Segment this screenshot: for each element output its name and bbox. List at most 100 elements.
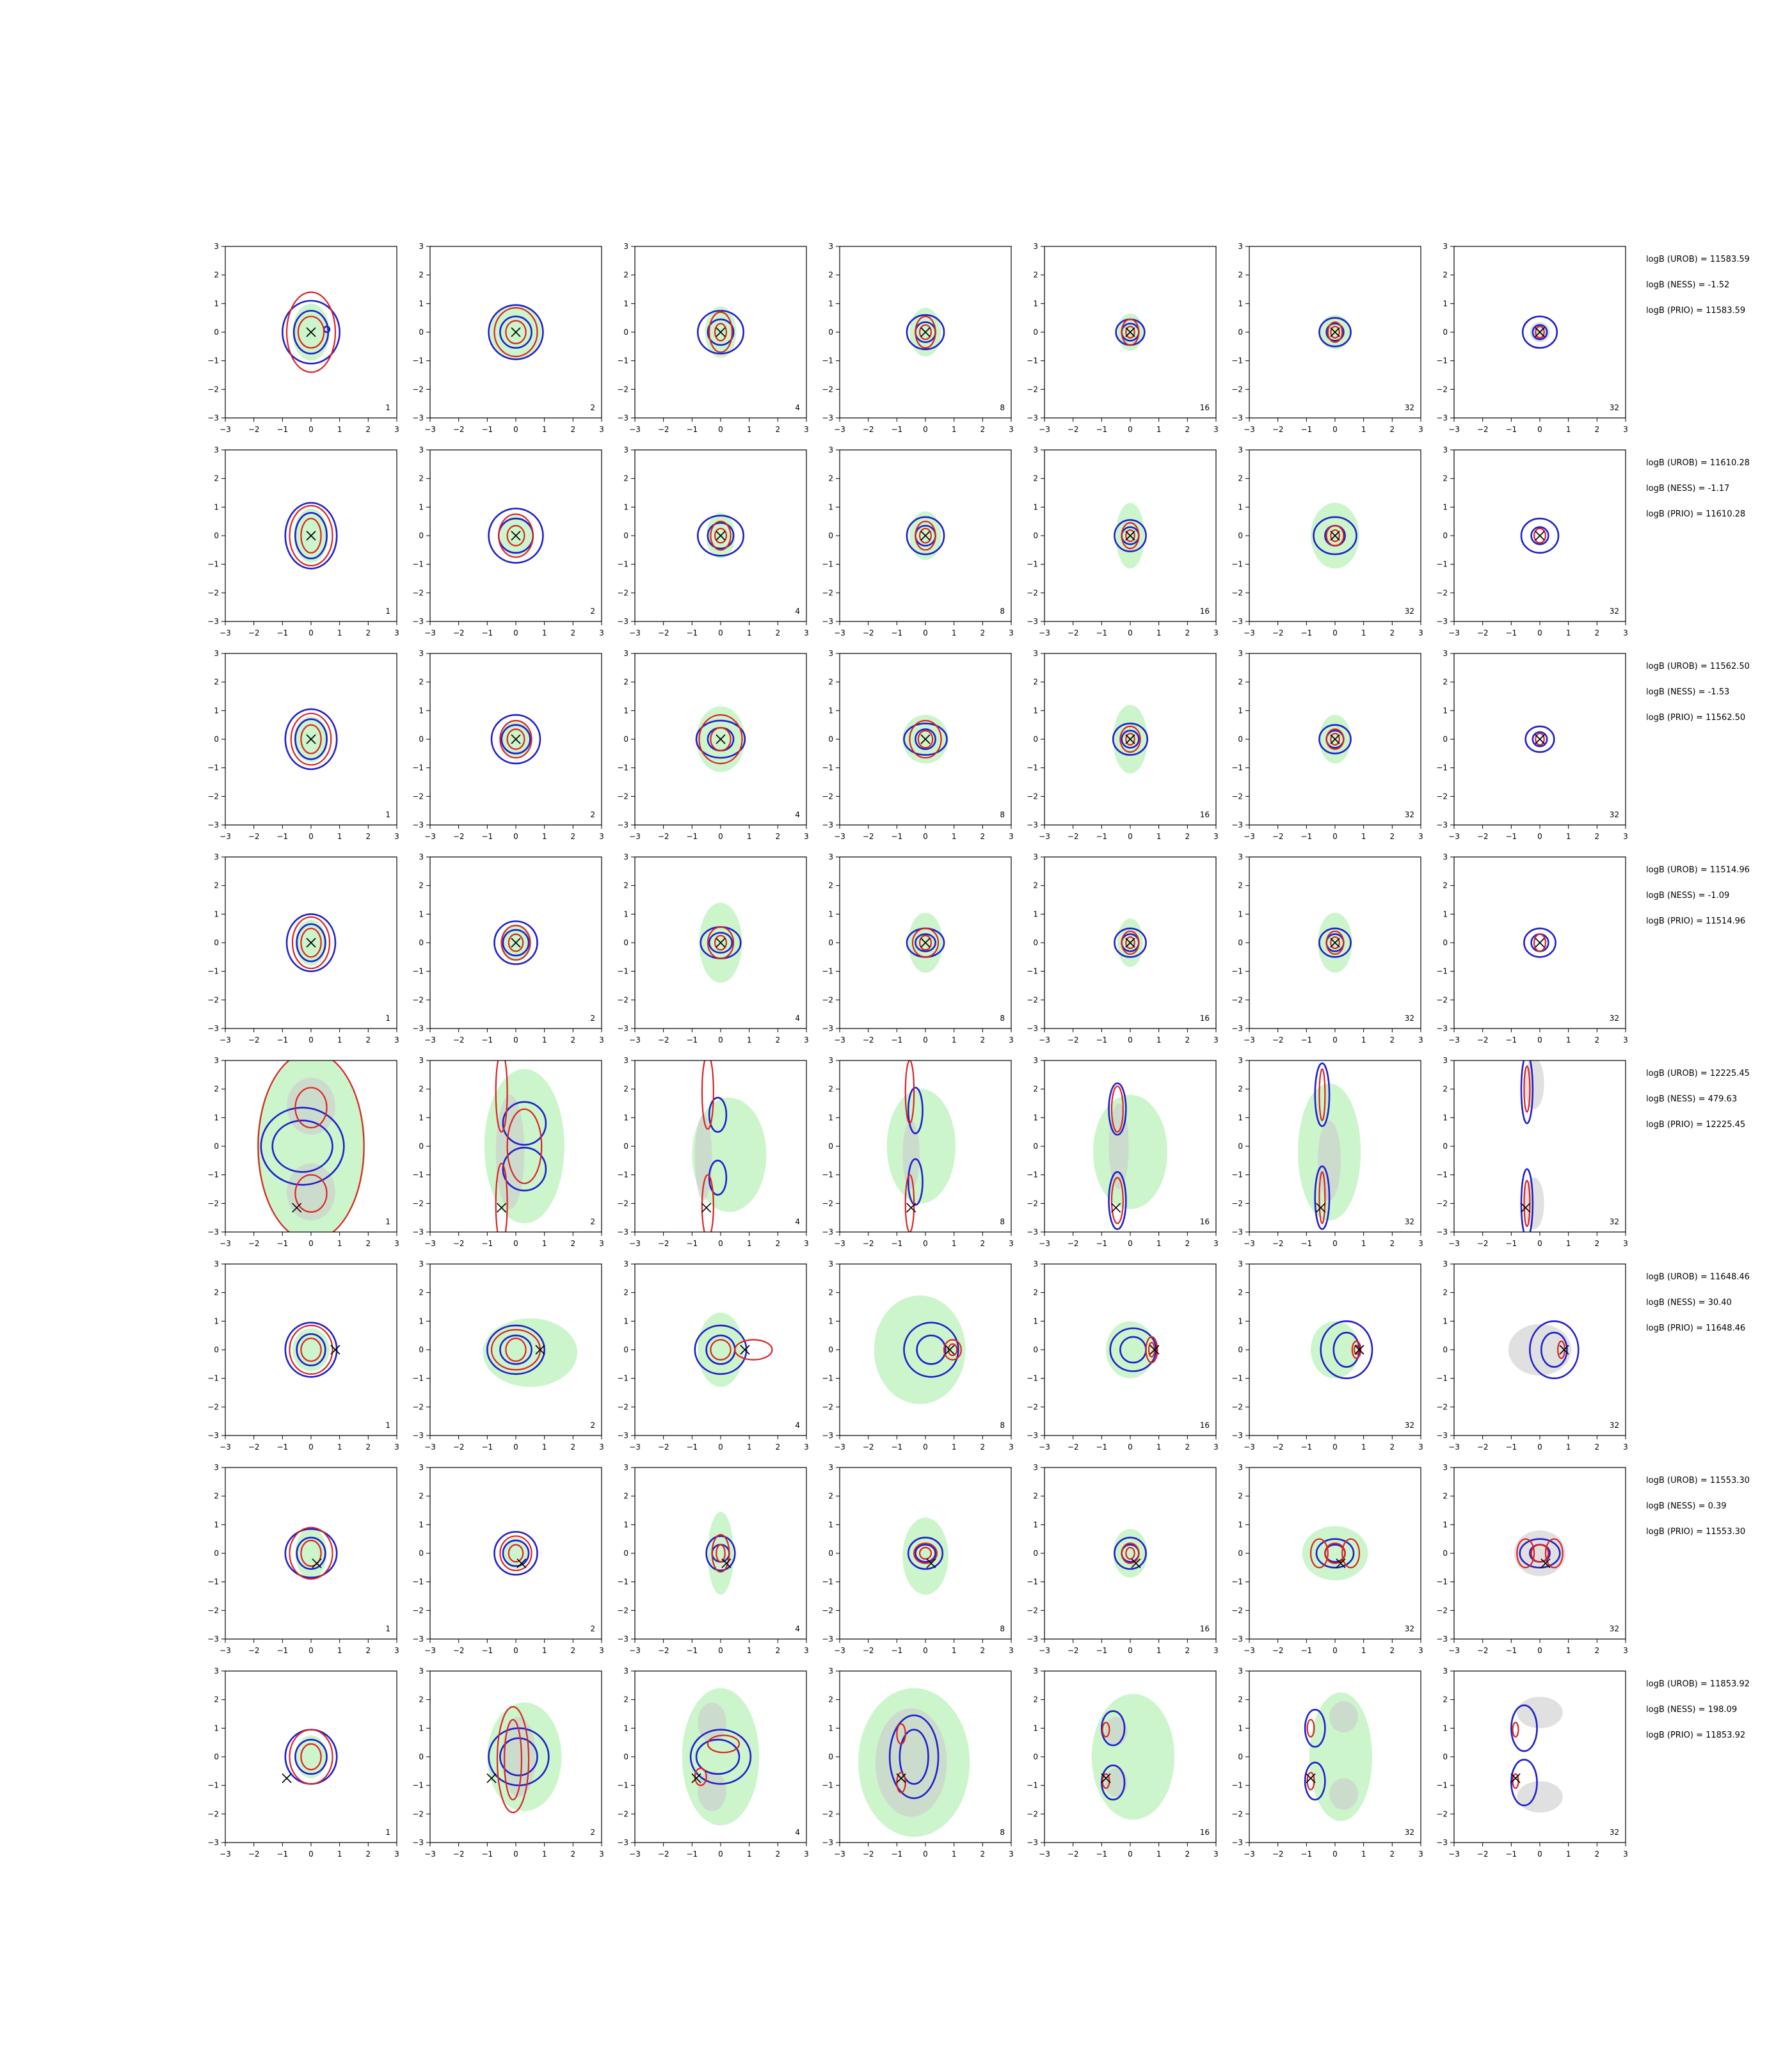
true-value-marker bbox=[282, 1773, 292, 1784]
y-tick-label: 0 bbox=[1238, 1549, 1243, 1558]
y-tick-label: 2 bbox=[419, 474, 424, 483]
y-tick-label: 3 bbox=[419, 1667, 424, 1676]
y-tick-label: 0 bbox=[828, 531, 833, 540]
y-tick-label: −1 bbox=[207, 1578, 219, 1587]
subplot: −3−3 −2 −2 −1 −1 0 0 1 1 2 2 3 3 1 bbox=[207, 1056, 399, 1248]
blue-contour bbox=[1524, 725, 1555, 753]
prior-gray-region bbox=[698, 1771, 726, 1811]
y-tick-label: 3 bbox=[1443, 1667, 1448, 1676]
x-tick-label: 0 bbox=[1128, 425, 1133, 434]
blue-contour bbox=[907, 1087, 924, 1135]
y-tick-label: −2 bbox=[1027, 792, 1038, 801]
x-tick-label: 3 bbox=[804, 1850, 809, 1859]
x-tick-label: 2 bbox=[1595, 1239, 1600, 1248]
y-tick-label: 0 bbox=[1238, 328, 1243, 337]
x-tick-label: −3 bbox=[1244, 1239, 1255, 1248]
y-tick-label: 0 bbox=[828, 1345, 833, 1354]
x-tick-label: 0 bbox=[1128, 1646, 1133, 1655]
x-tick-label: 1 bbox=[1566, 832, 1571, 841]
red-contour bbox=[1533, 933, 1547, 952]
blue-contour bbox=[915, 1544, 936, 1563]
x-tick-label: 2 bbox=[776, 1850, 781, 1859]
y-tick-label: 1 bbox=[828, 1724, 833, 1732]
blue-contour bbox=[907, 1537, 944, 1570]
x-tick-label: −2 bbox=[863, 1239, 874, 1248]
y-tick-label: −1 bbox=[1027, 1374, 1038, 1383]
x-tick-label: −2 bbox=[1068, 832, 1079, 841]
subplot: −3−3 −2 −2 −1 −1 0 0 1 1 2 2 3 3 1 bbox=[207, 1463, 399, 1655]
x-tick-label: −2 bbox=[1477, 1443, 1489, 1452]
x-tick-label: 0 bbox=[1332, 1239, 1338, 1248]
y-tick-label: 0 bbox=[1033, 1549, 1038, 1558]
plot-area bbox=[257, 1060, 365, 1232]
subplot: −3−3 −2 −2 −1 −1 0 0 1 1 2 2 3 3 8 bbox=[822, 1260, 1014, 1452]
subplot: −3−3 −2 −2 −1 −1 0 0 1 1 2 2 3 3 4 bbox=[617, 649, 809, 841]
y-tick-label: 0 bbox=[1033, 531, 1038, 540]
y-tick-label: 0 bbox=[1238, 1345, 1243, 1354]
x-tick-label: −2 bbox=[863, 425, 874, 434]
y-tick-label: 0 bbox=[419, 1142, 424, 1151]
logb-stat: logB (PRIO) = 11514.96 bbox=[1646, 916, 1745, 926]
x-tick-label: 3 bbox=[1009, 1443, 1014, 1452]
red-contour bbox=[1325, 931, 1345, 955]
y-tick-label: 2 bbox=[1033, 1288, 1038, 1297]
x-tick-label: 3 bbox=[804, 1239, 809, 1248]
x-tick-label: −2 bbox=[248, 1850, 260, 1859]
subplot: −3−3 −2 −2 −1 −1 0 0 1 1 2 2 3 3 2 bbox=[412, 1463, 604, 1655]
y-tick-label: 3 bbox=[1033, 1463, 1038, 1472]
x-tick-label: 1 bbox=[337, 628, 342, 637]
plot-area bbox=[284, 1526, 338, 1580]
logb-stat: logB (NESS) = -1.09 bbox=[1646, 891, 1729, 900]
plot-area bbox=[1092, 1082, 1168, 1230]
y-tick-label: −1 bbox=[1027, 764, 1038, 772]
y-tick-label: −1 bbox=[1231, 1171, 1243, 1180]
panel-label: 4 bbox=[795, 1624, 800, 1633]
red-contour bbox=[505, 1338, 527, 1362]
x-tick-label: 1 bbox=[1566, 1443, 1571, 1452]
x-tick-label: 0 bbox=[923, 425, 928, 434]
y-tick-label: 0 bbox=[1238, 531, 1243, 540]
red-contour bbox=[701, 1060, 714, 1130]
x-tick-label: −3 bbox=[1244, 1850, 1255, 1859]
y-tick-label: −3 bbox=[1231, 1024, 1243, 1033]
x-tick-label: −3 bbox=[1039, 1850, 1050, 1859]
plot-area bbox=[1520, 517, 1560, 554]
y-tick-label: −1 bbox=[1231, 967, 1243, 976]
plot-row: −3−3−2−2−1−1001122331−3−3−2−2−1−10011223… bbox=[207, 649, 1750, 841]
x-tick-label: −2 bbox=[248, 832, 260, 841]
red-contour bbox=[297, 316, 325, 349]
x-tick-label: −3 bbox=[220, 1646, 231, 1655]
y-tick-label: −2 bbox=[1436, 1809, 1448, 1818]
x-tick-label: −1 bbox=[481, 832, 493, 841]
y-tick-label: −2 bbox=[1231, 1606, 1243, 1615]
panel-label: 16 bbox=[1200, 1014, 1210, 1023]
x-tick-label: 1 bbox=[747, 628, 752, 637]
plot-area bbox=[858, 1688, 970, 1837]
y-tick-label: 2 bbox=[214, 1492, 219, 1501]
x-tick-label: 2 bbox=[366, 425, 371, 434]
y-tick-label: −3 bbox=[412, 1635, 424, 1644]
x-tick-label: −2 bbox=[248, 1443, 260, 1452]
x-tick-label: 0 bbox=[1128, 1443, 1133, 1452]
blue-contour bbox=[906, 314, 945, 351]
x-tick-label: 3 bbox=[394, 1443, 399, 1452]
plot-area bbox=[1508, 1320, 1580, 1379]
subplot: −3−3 −2 −2 −1 −1 0 0 1 1 2 2 3 3 32 bbox=[1231, 242, 1423, 434]
true-value-marker bbox=[701, 1203, 712, 1213]
x-tick-label: −2 bbox=[453, 1239, 465, 1248]
y-tick-label: 1 bbox=[1238, 502, 1243, 511]
x-tick-label: 1 bbox=[1156, 1850, 1162, 1859]
red-contour bbox=[909, 719, 942, 759]
y-tick-label: 2 bbox=[828, 474, 833, 483]
y-tick-label: 0 bbox=[828, 1142, 833, 1151]
x-tick-label: −2 bbox=[1477, 1036, 1489, 1044]
x-tick-label: −1 bbox=[276, 1443, 288, 1452]
y-tick-label: −1 bbox=[822, 560, 833, 569]
x-tick-label: 3 bbox=[804, 425, 809, 434]
x-tick-label: 2 bbox=[366, 832, 371, 841]
x-tick-label: 1 bbox=[1566, 1646, 1571, 1655]
x-tick-label: 3 bbox=[1213, 832, 1219, 841]
subplot: −3−3 −2 −2 −1 −1 0 0 1 1 2 2 3 3 32 bbox=[1231, 1667, 1423, 1859]
x-tick-label: 0 bbox=[1537, 832, 1542, 841]
x-tick-label: −1 bbox=[481, 628, 493, 637]
